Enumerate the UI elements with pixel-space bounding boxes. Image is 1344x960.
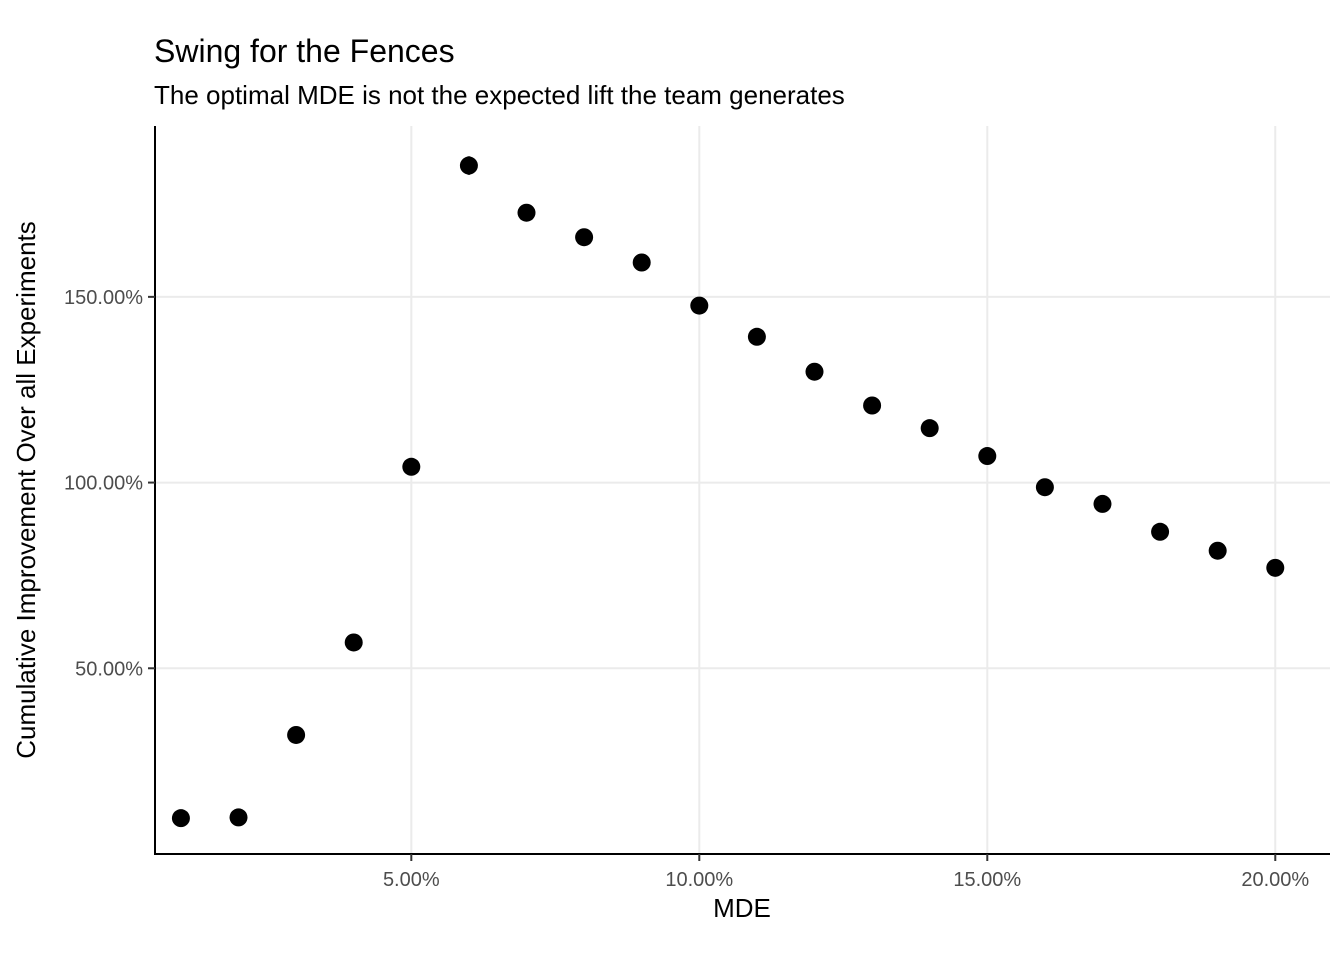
y-tick-label: 150.00% [64, 287, 143, 309]
x-tick-label: 20.00% [1241, 869, 1309, 891]
axis-ticks: 5.00% 10.00% 15.00% 20.00% 50.00% 100.00% 150.… [64, 287, 1309, 891]
gridlines [155, 126, 1330, 854]
data-point [575, 228, 594, 247]
data-point [229, 808, 248, 827]
data-point [344, 633, 363, 652]
plot-panel: 5.00% 10.00% 15.00% 20.00% 50.00% 100.00% 150.… [64, 126, 1330, 891]
data-point [287, 725, 306, 744]
data-point [978, 447, 997, 466]
y-tick-label: 50.00% [75, 658, 143, 680]
data-point [459, 156, 478, 175]
data-point [517, 203, 536, 222]
y-tick-label: 100.00% [64, 473, 143, 495]
x-tick-label: 15.00% [953, 869, 1021, 891]
data-point [920, 419, 939, 438]
data-point [1093, 494, 1112, 513]
data-point [1035, 478, 1054, 497]
x-tick-label: 10.00% [665, 869, 733, 891]
data-point [1266, 558, 1285, 577]
x-axis-title: MDE [713, 893, 771, 923]
data-point [171, 809, 190, 828]
data-point [1208, 541, 1227, 560]
data-point [863, 396, 882, 415]
y-axis-title: Cumulative Improvement Over all Experime… [11, 221, 41, 759]
data-point [632, 253, 651, 272]
data-point [1151, 522, 1170, 541]
chart-title: Swing for the Fences [154, 33, 455, 69]
chart-subtitle: The optimal MDE is not the expected lift… [154, 80, 845, 110]
data-point [402, 457, 421, 476]
data-point [747, 327, 766, 346]
data-point [690, 296, 709, 315]
x-tick-label: 5.00% [383, 869, 440, 891]
data-point [805, 362, 824, 381]
data-points [171, 156, 1285, 828]
